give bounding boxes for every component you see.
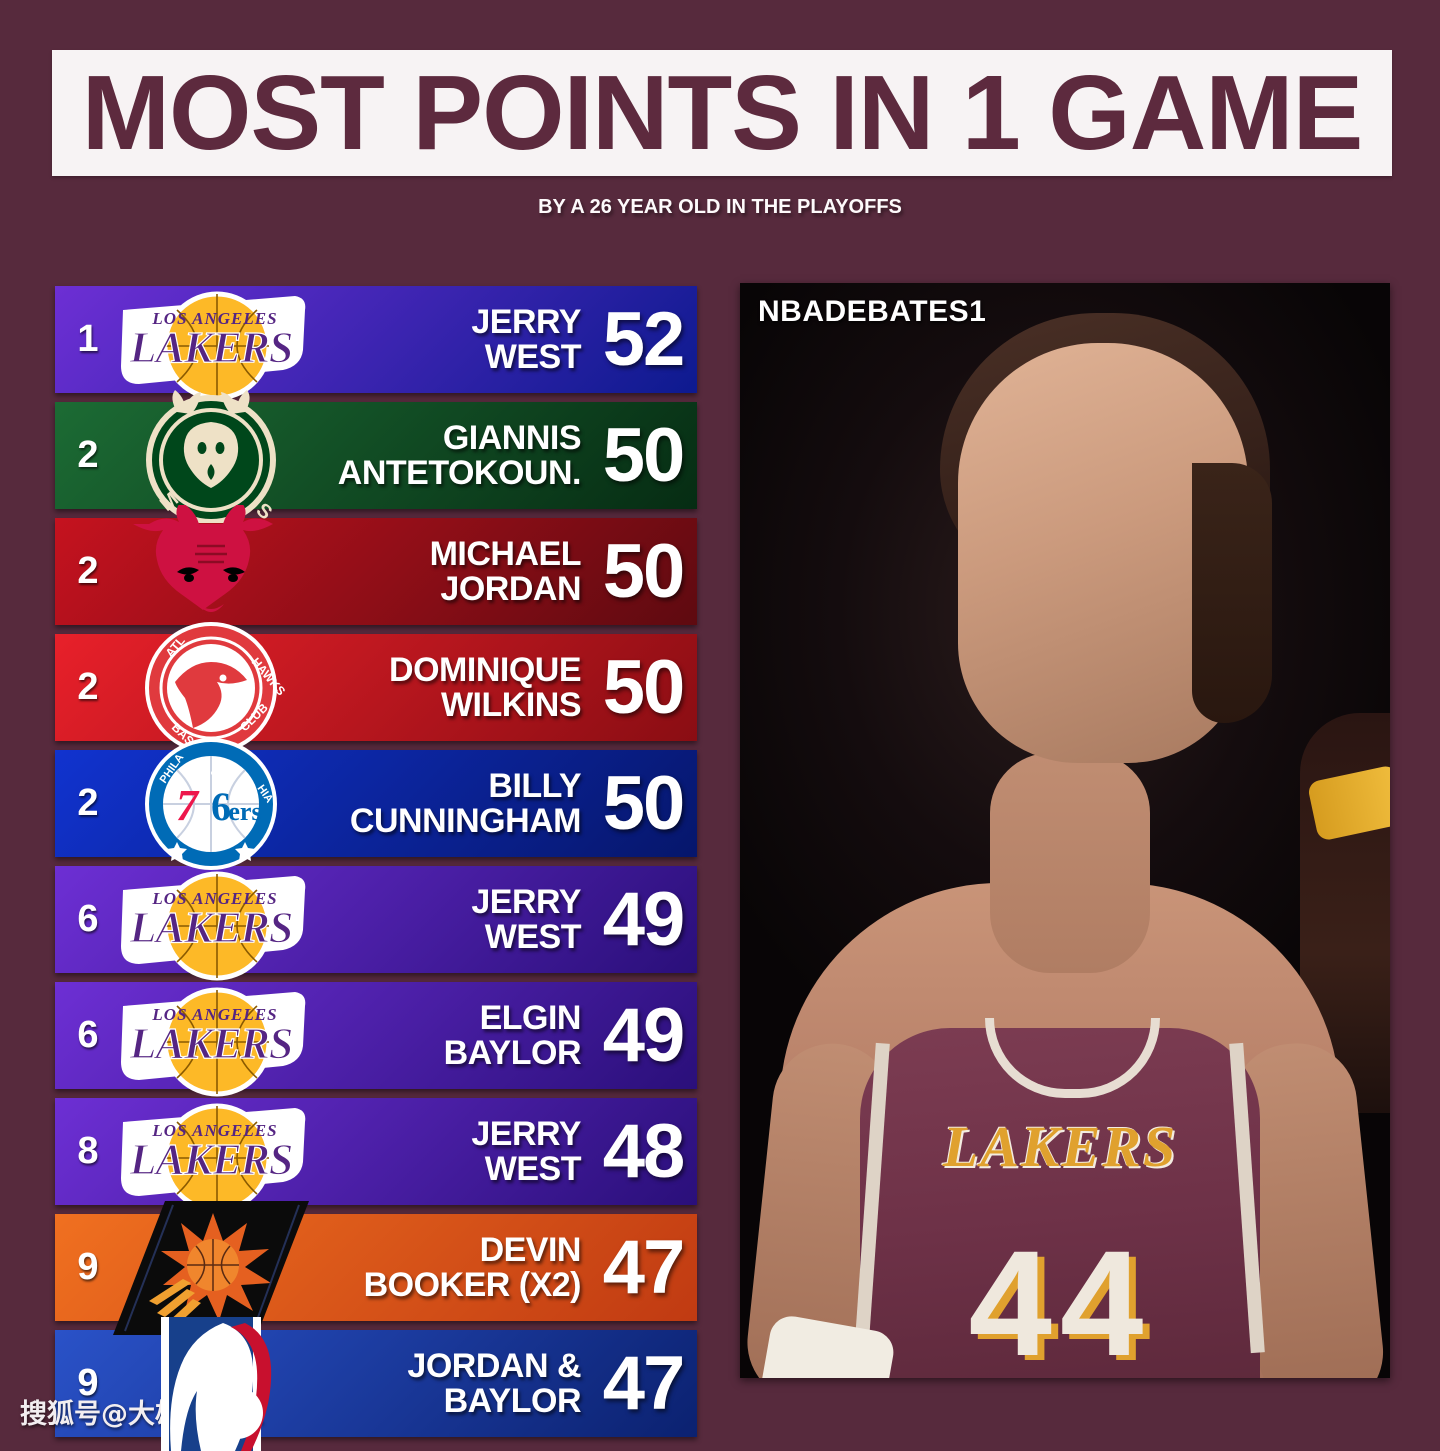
row-score: 49: [602, 876, 686, 962]
row-score: 50: [602, 528, 686, 614]
table-row[interactable]: 1 LOS ANGELES LAKERS JERRY WEST 52: [55, 286, 697, 400]
lakers-logo-icon: LOS ANGELES LAKERS: [113, 1085, 309, 1219]
svg-text:7: 7: [176, 781, 200, 830]
row-score: 52: [602, 296, 686, 382]
table-row[interactable]: 2 7 6 ers PHILA HIA BILLY CUNNINGHAM 50: [55, 737, 697, 870]
player-name-line2: BAYLOR: [443, 1033, 582, 1072]
table-row[interactable]: 9 JORDAN & BAYLOR 47: [55, 1316, 697, 1451]
row-player-name: DEVIN BOOKER (X2): [309, 1230, 589, 1304]
player-name-line2: WEST: [484, 917, 582, 956]
row-player-name: DOMINIQUE WILKINS: [309, 650, 589, 724]
player-name-line1: ELGIN: [479, 998, 582, 1037]
table-row[interactable]: 9 DEVIN BOOKER (X2) 47: [55, 1200, 697, 1335]
row-player-name: JERRY WEST: [309, 1114, 589, 1188]
player-name-line1: DOMINIQUE: [389, 650, 581, 689]
table-row[interactable]: 2 ATL HAWKS BASK CLUB DOMINIQUE WILKINS 50: [55, 621, 697, 754]
player-name-line2: BAYLOR: [443, 1381, 582, 1420]
row-score: 47: [602, 1224, 686, 1310]
lakers-logo-icon: LOS ANGELES LAKERS: [113, 969, 309, 1103]
svg-text:LAKERS: LAKERS: [129, 1019, 293, 1068]
player-name-line2: CUNNINGHAM: [349, 801, 582, 840]
bulls-logo-icon: [113, 504, 309, 639]
row-rank: 1: [77, 318, 99, 360]
row-score: 47: [602, 1340, 686, 1426]
player-neck: [990, 753, 1150, 973]
table-row[interactable]: 8 LOS ANGELES LAKERS JERRY WEST 48: [55, 1098, 697, 1212]
table-row[interactable]: 6 LOS ANGELES LAKERS ELGIN BAYLOR 49: [55, 982, 697, 1096]
jersey-wordmark: LAKERS: [942, 1114, 1178, 1179]
player-name-line1: JERRY: [471, 1114, 581, 1153]
row-score: 48: [602, 1108, 686, 1194]
svg-text:ers: ers: [228, 797, 261, 826]
table-row[interactable]: 2 M S GIANNIS ANTETOKOUN. 50: [55, 389, 697, 523]
row-player-name: JORDAN & BAYLOR: [309, 1346, 589, 1420]
player-hair-side: [1192, 463, 1272, 723]
suns-logo-icon: [113, 1200, 309, 1335]
page-title-box: MOST POINTS IN 1 GAME: [52, 50, 1392, 176]
player-name-line1: JERRY: [471, 882, 581, 921]
row-player-name: ELGIN BAYLOR: [309, 998, 589, 1072]
player-name-line2: BOOKER (X2): [363, 1265, 582, 1304]
svg-text:LAKERS: LAKERS: [129, 1135, 293, 1184]
player-name-line1: MICHAEL: [429, 534, 582, 573]
row-rank: 8: [77, 1130, 99, 1172]
player-name-line1: GIANNIS: [442, 418, 582, 457]
row-rank: 6: [77, 898, 99, 940]
player-name-line1: JORDAN &: [407, 1346, 581, 1385]
row-rank: 6: [77, 1014, 99, 1056]
table-row[interactable]: 6 LOS ANGELES LAKERS JERRY WEST 49: [55, 866, 697, 980]
player-name-line2: JORDAN: [440, 569, 581, 608]
player-name-line2: WEST: [484, 337, 582, 376]
nba-logo-icon: [113, 1316, 309, 1451]
row-rank: 2: [77, 666, 99, 708]
svg-text:LOS ANGELES: LOS ANGELES: [151, 889, 277, 908]
row-rank: 9: [77, 1362, 99, 1404]
svg-text:LAKERS: LAKERS: [129, 903, 293, 952]
svg-text:6: 6: [211, 784, 231, 829]
svg-text:LOS ANGELES: LOS ANGELES: [151, 309, 277, 328]
player-name-line1: JERRY: [471, 302, 581, 341]
page-subtitle: BY A 26 YEAR OLD IN THE PLAYOFFS: [538, 196, 902, 218]
account-handle: NBADEBATES1: [758, 295, 987, 328]
row-score: 50: [602, 760, 686, 846]
svg-text:LOS ANGELES: LOS ANGELES: [151, 1121, 277, 1140]
hawks-logo-icon: ATL HAWKS BASK CLUB: [113, 621, 309, 755]
row-player-name: MICHAEL JORDAN: [309, 534, 589, 608]
row-rank: 2: [77, 782, 99, 824]
row-score: 50: [602, 412, 686, 498]
row-rank: 2: [77, 550, 99, 592]
player-name-line2: WEST: [484, 1149, 582, 1188]
lakers-logo-icon: LOS ANGELES LAKERS: [113, 273, 309, 407]
row-player-name: BILLY CUNNINGHAM: [309, 766, 589, 840]
svg-text:LOS ANGELES: LOS ANGELES: [151, 1005, 277, 1024]
row-player-name: JERRY WEST: [309, 302, 589, 376]
svg-text:LAKERS: LAKERS: [129, 323, 293, 372]
row-player-name: GIANNIS ANTETOKOUN.: [309, 418, 589, 492]
row-score: 49: [602, 992, 686, 1078]
table-row[interactable]: 2 MICHAEL JORDAN 50: [55, 504, 697, 625]
row-score: 50: [602, 644, 686, 730]
lakers-logo-icon: LOS ANGELES LAKERS: [113, 853, 309, 987]
row-player-name: JERRY WEST: [309, 882, 589, 956]
player-name-line2: WILKINS: [440, 685, 582, 724]
sixers-logo-icon: 7 6 ers PHILA HIA: [113, 737, 309, 871]
row-rank: 9: [77, 1246, 99, 1288]
player-name-line2: ANTETOKOUN.: [337, 453, 582, 492]
player-name-line1: BILLY: [488, 766, 581, 805]
player-name-line1: DEVIN: [479, 1230, 582, 1269]
player-photo: LAKERS 44 NBADEBATES1: [740, 283, 1390, 1378]
leaderboard-list: 1 LOS ANGELES LAKERS JERRY WEST 52 2 M S GIANNIS A…: [55, 286, 697, 1451]
jersey-number: 44: [968, 1219, 1152, 1378]
page-title: MOST POINTS IN 1 GAME: [81, 54, 1364, 172]
row-rank: 2: [77, 434, 99, 476]
